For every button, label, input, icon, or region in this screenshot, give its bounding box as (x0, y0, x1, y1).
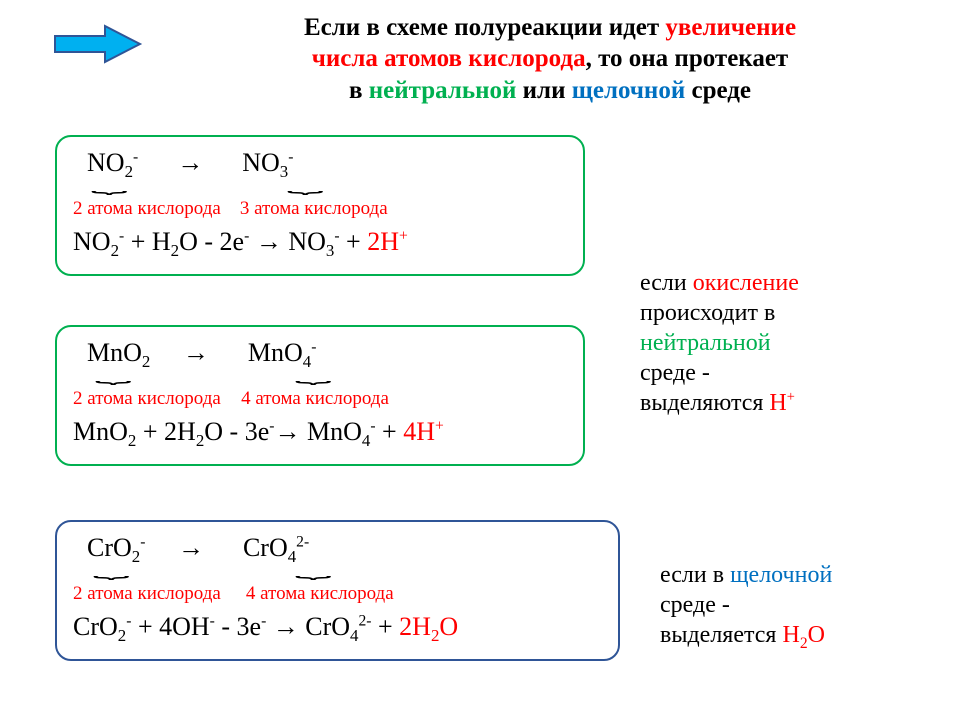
b2-m1: + 2H (136, 417, 195, 446)
h-l3e: среде (685, 77, 751, 104)
box2-labels: 2 атома кислорода 4 атома кислорода (73, 388, 567, 410)
b3-er: 2H (399, 612, 431, 641)
brace-icon: ⏟ (95, 370, 132, 378)
b2-arr: → (183, 337, 209, 368)
h-l1a: Если в схеме полуреакции идет (304, 14, 665, 41)
reaction-box-1: NO2- → NO3- ⏟ ⏟ 2 атома кислорода 3 атом… (55, 135, 585, 276)
b1-m3: → NO (249, 227, 326, 256)
b1-er-wrap: 2H+ (367, 227, 408, 256)
s1-4: среде - (640, 360, 710, 386)
b2-ll: 2 атома кислорода (73, 388, 221, 409)
s2-1b: щелочной (730, 562, 832, 588)
b1-erp: + (399, 228, 408, 245)
b1-m4: + (340, 227, 368, 256)
b3-m2: - 3e (215, 612, 261, 641)
h-l3c: или (516, 77, 571, 104)
s2-1a: если в (660, 562, 730, 588)
s2-3b: H (782, 622, 799, 648)
s1-1b: окисление (693, 270, 799, 296)
b3-m4: + (372, 612, 400, 641)
reaction-box-3: CrO2- → CrO42- ⏟ ⏟ 2 атома кислорода 4 а… (55, 520, 620, 661)
b1-tlp: - (133, 148, 138, 165)
b3-m3p: 2- (359, 613, 372, 630)
s1-5b-wrap: H+ (769, 390, 794, 416)
b2-erp: + (435, 418, 444, 435)
b3-els: 2 (118, 627, 126, 646)
s1-5s: + (787, 389, 795, 405)
side-note-2: если в щелочной среде - выделяется H2O (660, 560, 940, 653)
b3-tr: CrO (243, 533, 288, 562)
h-l1b: увеличение (665, 14, 796, 41)
b1-tr: NO (242, 148, 280, 177)
b2-el: MnO (73, 417, 128, 446)
h-l2a: числа атомов кислорода (312, 45, 586, 72)
arrow-callout-icon (50, 22, 145, 67)
box3-labels: 2 атома кислорода 4 атома кислорода (73, 583, 602, 605)
b3-tlp: - (140, 533, 145, 550)
s2-3b-wrap: H2O (782, 622, 824, 648)
b3-lr: 4 атома кислорода (246, 583, 394, 604)
b1-trp: - (288, 148, 293, 165)
b3-tls: 2 (132, 547, 140, 566)
b3-er-wrap: 2H2O (399, 612, 458, 641)
b1-m2: O - 2e (179, 227, 244, 256)
b2-m2: O - 3e (204, 417, 269, 446)
brace-icon: ⏟ (93, 565, 130, 573)
reaction-box-2: MnO2 → MnO4- ⏟ ⏟ 2 атома кислорода 4 ато… (55, 325, 585, 466)
b1-els: 2 (111, 242, 119, 261)
s2-3c: O (808, 622, 825, 648)
s1-2: происходит в (640, 300, 775, 326)
s1-3a: нейтральной (640, 330, 771, 356)
brace-icon: ⏟ (287, 180, 324, 188)
s2-3a: выделяется (660, 622, 782, 648)
b3-er2: O (439, 612, 458, 641)
b3-ll: 2 атома кислорода (73, 583, 221, 604)
b2-er: 4H (403, 417, 435, 446)
s2-3s: 2 (800, 635, 808, 652)
b1-er: 2H (367, 227, 399, 256)
h-l3a: в (349, 77, 369, 104)
b2-m1s: 2 (196, 432, 204, 451)
box3-full-eq: CrO2- + 4OH- - 3e- → CrO42- + 2H2O (73, 611, 602, 646)
b2-er-wrap: 4H+ (403, 417, 444, 446)
box3-top-eq: CrO2- → CrO42- (73, 532, 602, 567)
b1-ll: 2 атома кислорода (73, 198, 221, 219)
h-l2b: , то она протекает (586, 45, 789, 72)
b3-m3: → CrO (266, 612, 350, 641)
s2-2: среде - (660, 592, 730, 618)
h-l3d: щелочной (572, 77, 686, 104)
h-l3b: нейтральной (369, 77, 517, 104)
brace-icon: ⏟ (91, 180, 128, 188)
box1-full-eq: NO2- + H2O - 2e- → NO3- + 2H+ (73, 226, 567, 261)
s1-1a: если (640, 270, 693, 296)
b1-el: NO (73, 227, 111, 256)
box2-full-eq: MnO2 + 2H2O - 3e-→ MnO4- + 4H+ (73, 416, 567, 451)
brace-icon: ⏟ (295, 565, 332, 573)
b2-m3: → MnO (274, 417, 361, 446)
b1-m1: + H (124, 227, 170, 256)
b1-lr: 3 атома кислорода (240, 198, 388, 219)
header-text: Если в схеме полуреакции идет увеличение… (180, 12, 920, 106)
b1-arr: → (177, 147, 203, 178)
s1-5b: H (769, 390, 786, 416)
b2-m4: + (376, 417, 404, 446)
b3-el: CrO (73, 612, 118, 641)
brace-icon: ⏟ (295, 370, 332, 378)
b3-trp: 2- (296, 533, 309, 550)
b2-lr: 4 атома кислорода (241, 388, 389, 409)
b1-m1s: 2 (171, 242, 179, 261)
b3-m3s: 4 (350, 627, 358, 646)
b3-m1: + 4OH (131, 612, 209, 641)
b3-arr: → (178, 532, 204, 563)
b2-trp: - (311, 338, 316, 355)
side-note-1: если окисление происходит в нейтральной … (640, 268, 940, 418)
box1-labels: 2 атома кислорода 3 атома кислорода (73, 198, 567, 220)
s1-5a: выделяются (640, 390, 769, 416)
b2-tls: 2 (142, 352, 150, 371)
